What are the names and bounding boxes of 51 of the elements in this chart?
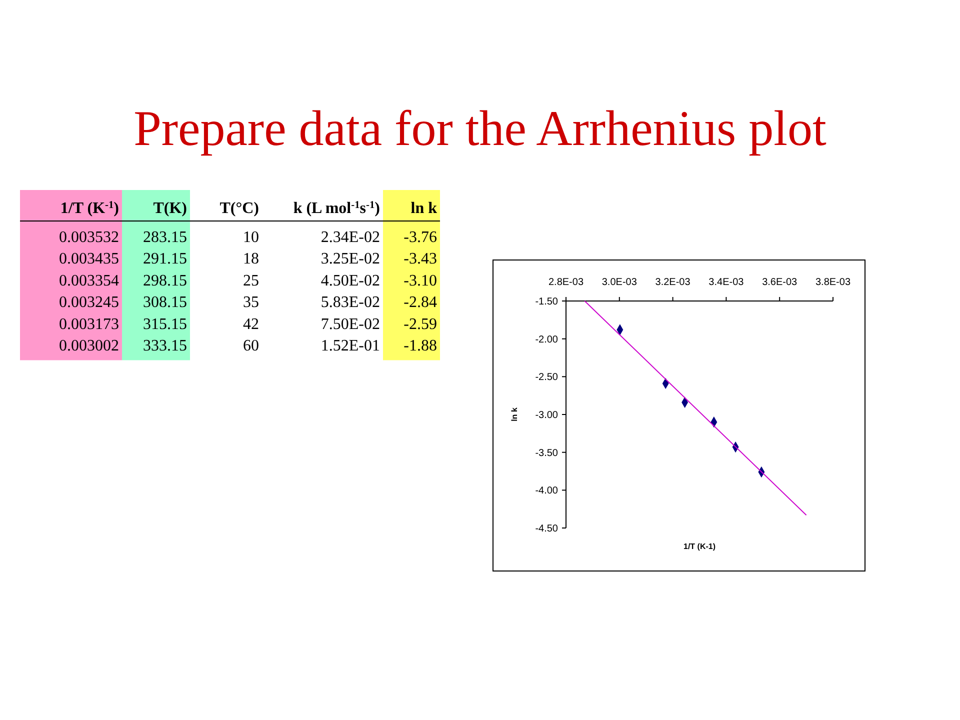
text: 283.15 bbox=[143, 229, 187, 246]
text: -3.43 bbox=[404, 250, 437, 268]
x-tick-label: 3.8E-03 bbox=[815, 277, 851, 288]
text: -3.10 bbox=[404, 272, 437, 290]
text: 18 bbox=[243, 250, 259, 268]
text: 7.50E-02 bbox=[320, 316, 380, 333]
text: 60 bbox=[243, 338, 259, 354]
text: -3.76 bbox=[404, 229, 437, 246]
text: 1.52E-01 bbox=[320, 338, 380, 354]
text: 42 bbox=[243, 316, 259, 333]
text: 0.003435 bbox=[59, 250, 119, 268]
y-tick-label: -2.50 bbox=[535, 372, 558, 384]
text: 3.25E-02 bbox=[320, 250, 380, 268]
text: 0.003173 bbox=[59, 316, 119, 333]
x-tick-label: 2.8E-03 bbox=[548, 277, 584, 288]
text: 5.83E-02 bbox=[320, 294, 380, 312]
y-tick-label: -3.00 bbox=[535, 410, 558, 421]
x-tick-label: 3.6E-03 bbox=[762, 277, 798, 288]
text: -1.88 bbox=[404, 338, 437, 354]
y-tick-label: -3.50 bbox=[535, 448, 558, 459]
text: 333.15 bbox=[143, 338, 187, 354]
category-label: ln k bbox=[410, 200, 438, 217]
y-axis-title: ln k bbox=[510, 407, 519, 422]
category-label: T(K) bbox=[153, 200, 187, 217]
text: 10 bbox=[243, 229, 259, 246]
text: 25 bbox=[243, 272, 259, 290]
text: Prepare data for the Arrhenius plot bbox=[134, 100, 827, 156]
text: 0.003532 bbox=[59, 229, 119, 246]
category-label: T(°C) bbox=[220, 200, 259, 217]
x-tick-label: 3.4E-03 bbox=[708, 277, 744, 288]
x-tick-label: 3.0E-03 bbox=[602, 277, 638, 288]
x-axis-title: 1/T (K-1) bbox=[684, 542, 716, 551]
text: 0.003354 bbox=[59, 272, 119, 290]
text: -2.59 bbox=[404, 316, 437, 333]
text: 298.15 bbox=[143, 272, 187, 290]
y-tick-label: -1.50 bbox=[535, 296, 558, 308]
category-label: 1/T (K$^{-1}$) bbox=[60, 200, 119, 217]
text: 2.34E-02 bbox=[320, 229, 380, 246]
category-label: k (L mol$^{-1}$s$^{-1}$) bbox=[293, 200, 380, 217]
text: 308.15 bbox=[143, 294, 187, 312]
x-tick-label: 3.2E-03 bbox=[655, 277, 691, 288]
text: 315.15 bbox=[143, 316, 187, 333]
text: -2.84 bbox=[404, 294, 437, 312]
y-tick-label: -4.00 bbox=[535, 486, 558, 497]
text: 0.003002 bbox=[59, 338, 119, 354]
y-tick-label: -4.50 bbox=[535, 524, 558, 534]
text: 4.50E-02 bbox=[320, 272, 380, 290]
text: 35 bbox=[243, 294, 259, 312]
text: 291.15 bbox=[143, 250, 187, 268]
text: 0.003245 bbox=[59, 294, 119, 312]
y-tick-label: -2.00 bbox=[535, 334, 558, 346]
